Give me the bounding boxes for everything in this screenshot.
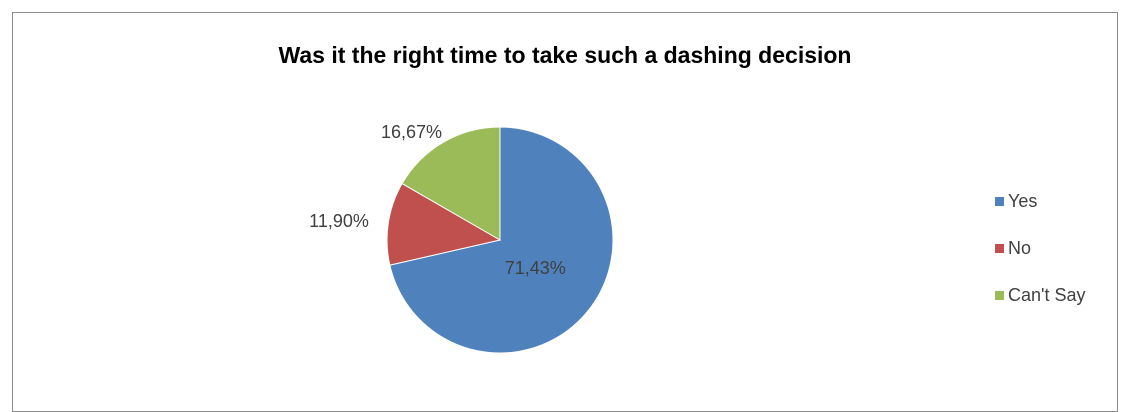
legend-item-cant-say: Can't Say (995, 272, 1085, 319)
legend-label-cant-say: Can't Say (1008, 285, 1086, 305)
legend-swatch-yes (995, 197, 1004, 206)
data-label-cant-say: 16,67% (381, 122, 442, 142)
pie-slice-cant-say (401, 126, 501, 241)
chart-legend: Yes No Can't Say (995, 178, 1085, 319)
legend-label-no: No (1008, 238, 1032, 258)
legend-swatch-cant-say (995, 291, 1004, 300)
data-label-yes: 71,43% (505, 258, 566, 278)
legend-item-yes: Yes (995, 178, 1085, 225)
legend-label-yes: Yes (1008, 191, 1038, 211)
pie-slice-no (386, 182, 502, 266)
chart-title: Was it the right time to take such a das… (278, 42, 852, 68)
legend-swatch-no (995, 244, 1004, 253)
data-label-no: 11,90% (309, 211, 369, 231)
legend-item-no: No (995, 225, 1085, 272)
pie-chart: 71,43% 11,90% 16,67% (309, 122, 614, 354)
pie-slice-yes (389, 126, 614, 354)
